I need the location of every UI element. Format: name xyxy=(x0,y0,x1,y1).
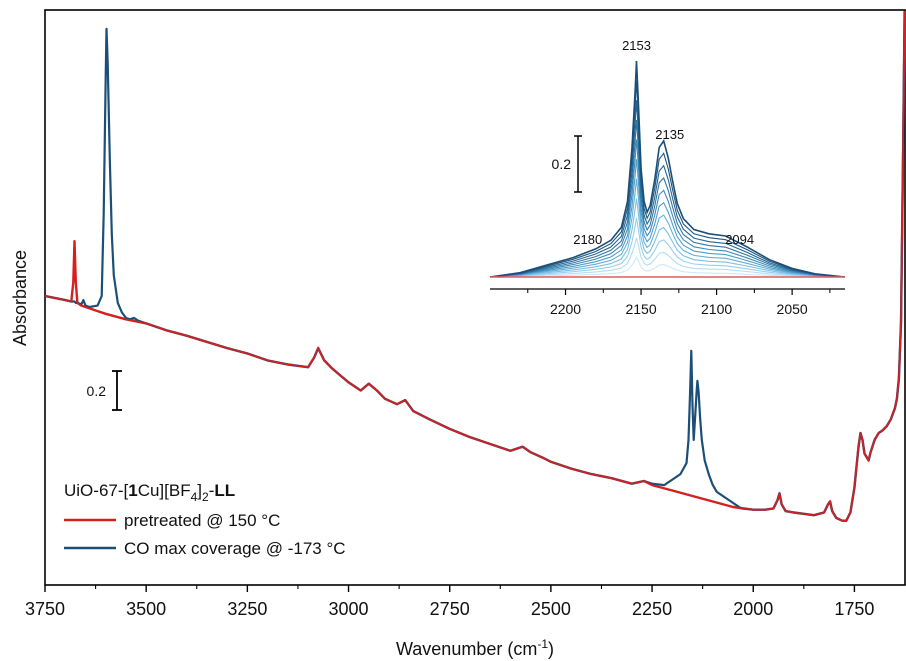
inset-x-ticks: 2200 2150 2100 2050 xyxy=(527,289,831,317)
inset-scale-bar: 0.2 xyxy=(552,135,582,193)
inset-scale-bar-label: 0.2 xyxy=(552,156,572,172)
legend-label-pretreated: pretreated @ 150 °C xyxy=(124,511,280,530)
inset-tick-label: 2100 xyxy=(701,301,732,317)
x-tick-label: 3500 xyxy=(126,599,166,619)
x-tick-label: 2500 xyxy=(531,599,571,619)
x-axis-ticks: 3750 3500 3250 3000 2750 2500 2250 2000 1750 xyxy=(25,585,874,619)
inset-curve-7 xyxy=(489,139,846,278)
inset-peak-label-2135: 2135 xyxy=(655,127,684,142)
x-tick-label: 3000 xyxy=(329,599,369,619)
inset-curve-6 xyxy=(489,159,846,278)
inset-peak-labels: 2180 2153 2135 2094 xyxy=(573,38,754,247)
main-scale-bar: 0.2 xyxy=(87,370,122,411)
legend-title: UiO-67-[1Cu][BF4]2-LL xyxy=(64,481,235,504)
inset-curves xyxy=(489,60,846,278)
inset-tick-label: 2200 xyxy=(550,301,581,317)
x-tick-label: 2750 xyxy=(430,599,470,619)
inset-tick-label: 2050 xyxy=(777,301,808,317)
inset-curve-11 xyxy=(489,60,846,278)
main-scale-bar-label: 0.2 xyxy=(87,383,107,399)
x-tick-label: 2250 xyxy=(632,599,672,619)
inset-curve-4 xyxy=(489,198,846,278)
inset-chart: 2200 2150 2100 2050 2180 2153 2135 2094 0.2 xyxy=(489,38,846,317)
inset-curve-5 xyxy=(489,178,846,278)
inset-curve-2 xyxy=(489,237,846,278)
inset-tick-label: 2150 xyxy=(625,301,656,317)
plot-frame xyxy=(44,9,906,586)
inset-curve-3 xyxy=(489,218,846,278)
inset-curve-10 xyxy=(489,80,846,278)
inset-curve-1 xyxy=(489,256,846,278)
inset-curve-8 xyxy=(489,119,846,278)
inset-peak-label-2153: 2153 xyxy=(622,38,651,53)
legend: UiO-67-[1Cu][BF4]2-LL pretreated @ 150 °… xyxy=(64,481,346,558)
x-axis-title: Wavenumber (cm-1) xyxy=(396,637,554,659)
x-tick-label: 2000 xyxy=(733,599,773,619)
main-series-group xyxy=(44,10,906,522)
inset-peak-label-2094: 2094 xyxy=(725,232,754,247)
x-tick-label: 3750 xyxy=(25,599,65,619)
inset-peak-label-2180: 2180 xyxy=(573,232,602,247)
inset-curve-9 xyxy=(489,100,846,278)
x-tick-label: 1750 xyxy=(834,599,874,619)
legend-label-co: CO max coverage @ -173 °C xyxy=(124,539,346,558)
y-axis-title: Absorbance xyxy=(10,250,30,346)
series-line-pretreated-overlay xyxy=(44,10,906,522)
x-tick-label: 3250 xyxy=(227,599,267,619)
